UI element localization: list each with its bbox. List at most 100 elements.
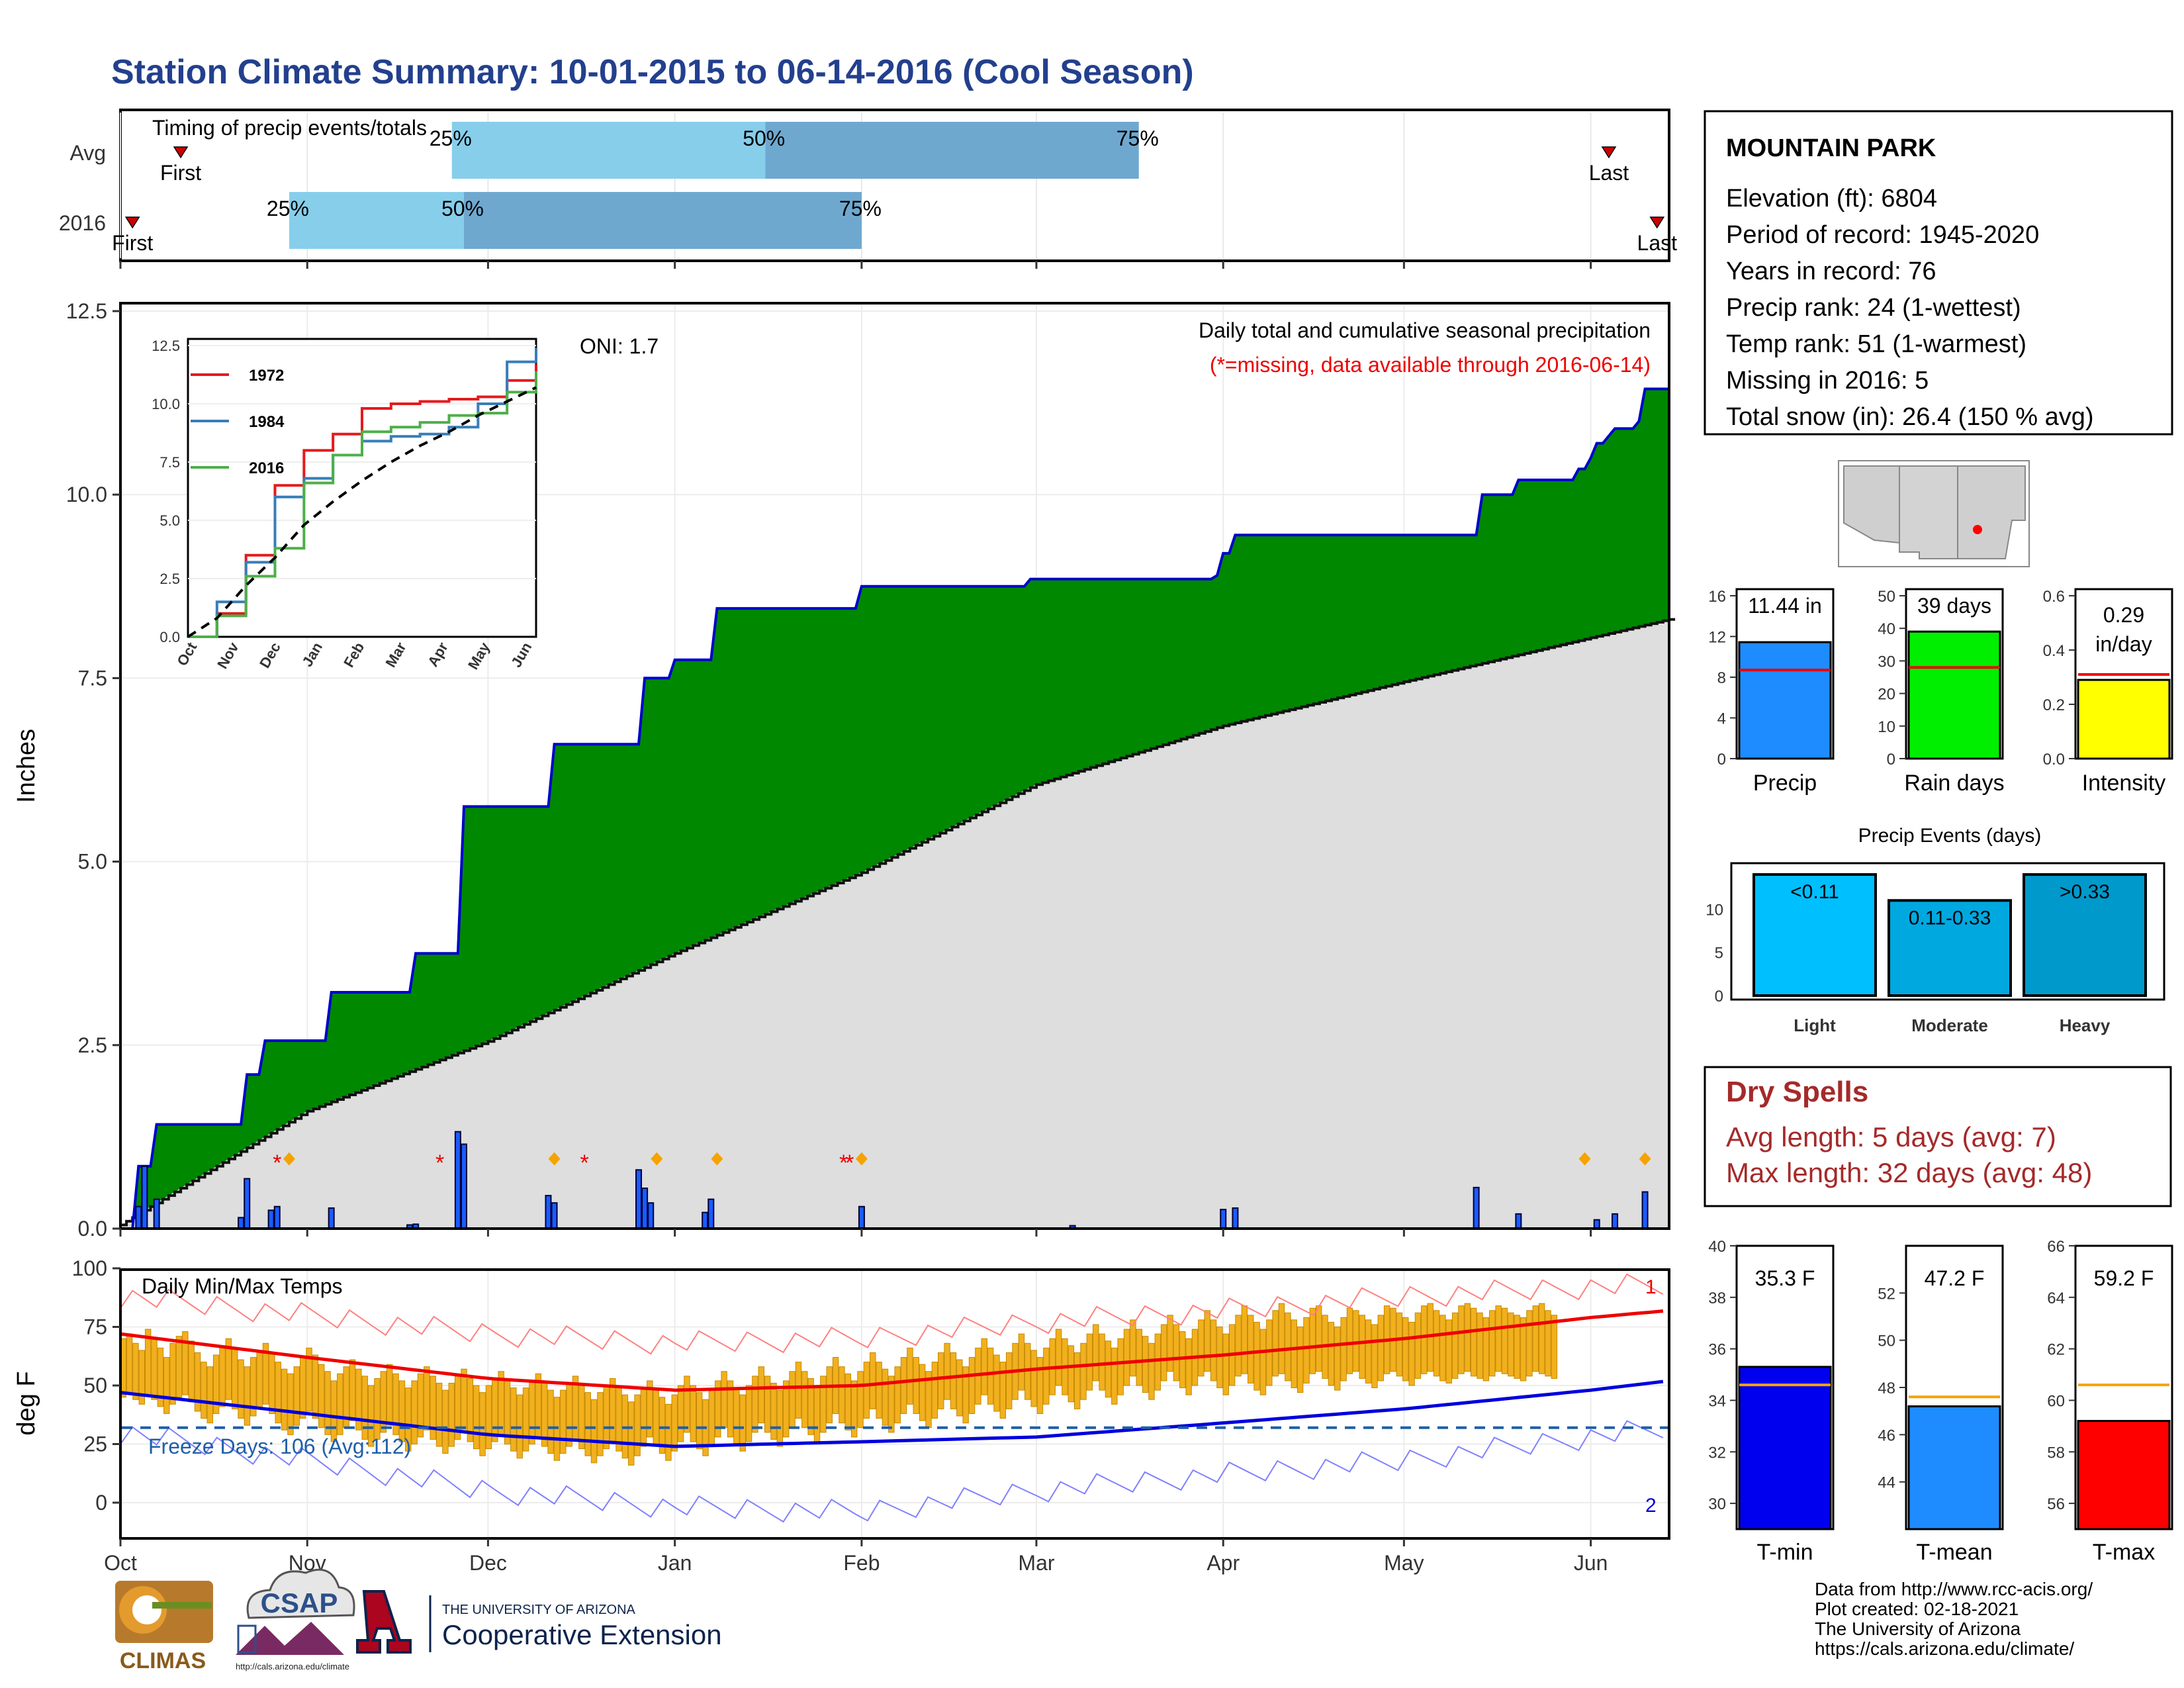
temp-range-bar [857,1371,864,1429]
dry-spells-max: Max length: 32 days (avg: 48) [1726,1157,2092,1188]
timing-label-75: 75% [839,197,882,220]
temp-range-bar [1346,1307,1353,1374]
temp-range-bar [696,1392,703,1450]
temp-range-bar [1086,1333,1093,1391]
daily-precip-bar [702,1211,709,1230]
temp-range-bar [1421,1305,1428,1374]
temp-range-bar [126,1333,133,1393]
last-event-label: Last [1637,231,1678,255]
page-title: Station Climate Summary: 10-01-2015 to 0… [111,53,1194,91]
temp-range-bar [813,1385,821,1442]
temp-range-bar [1241,1305,1248,1374]
summary-ytick-label: 0.0 [2043,751,2065,769]
temp-range-bar [306,1347,312,1412]
timing-label-50: 50% [743,126,785,150]
events-ytick-label: 10 [1706,901,1723,919]
station-location-dot [1973,525,1982,534]
daily-precip-bar [141,1165,148,1229]
daily-precip-bar [460,1143,467,1230]
temp-range-bar [801,1371,808,1429]
temp-range-bar [1130,1319,1136,1377]
temp-range-bar [1408,1321,1415,1386]
timing-label-75: 75% [1116,126,1159,150]
temp-range-bar [1173,1324,1180,1382]
temp-range-bar [938,1352,944,1409]
temp-range-bar [1377,1315,1385,1382]
temp-range-bar [677,1385,684,1442]
inset-ytick-label: 7.5 [159,454,180,471]
temp-range-bar [913,1357,920,1414]
temp-range-bar [1439,1315,1446,1382]
temp-range-bar [188,1340,195,1403]
temp-range-bar [1285,1312,1291,1382]
inset-ytick-label: 12.5 [152,338,180,354]
dry-spells-avg: Avg length: 5 days (avg: 7) [1726,1121,2056,1152]
temp-range-bar [349,1359,356,1421]
temp-range-bar [876,1362,882,1419]
station-box: MOUNTAIN PARK Elevation (ft): 6804 Perio… [1704,110,2173,436]
temp-range-bar [461,1368,467,1433]
temp-range-bar [473,1385,480,1450]
summary-value: 39 days [1917,594,1991,618]
temp-range-bar [1259,1329,1267,1395]
temp-summary-ytick-label: 30 [1708,1495,1726,1513]
timing-label-25: 25% [430,126,472,150]
timing-label-25: 25% [267,197,309,220]
timing-bar-25-50 [451,122,766,179]
temp-range-bar [919,1364,926,1421]
temp-range-bar [1297,1327,1304,1393]
temp-range-bar [1204,1310,1210,1372]
temp-range-bar [745,1385,752,1442]
temp-range-bar [659,1397,666,1454]
temp-range-bar [1148,1342,1155,1400]
oni-label: ONI: 1.7 [580,334,659,358]
temp-range-bar [244,1366,251,1426]
temp-ylabel: deg F [13,1371,40,1435]
snow-marker [548,1152,561,1166]
temp-range-bar [324,1371,331,1435]
temp-ytick-label: 50 [83,1374,107,1397]
record-high-marker: 1 [1645,1276,1657,1298]
summary-bar-1 [1907,630,2001,760]
temp-range-bar [132,1342,139,1400]
temp-range-bar [529,1380,535,1444]
temp-range-bar [1495,1305,1502,1372]
temp-range-bar [690,1385,697,1442]
station-name: MOUNTAIN PARK [1726,134,1936,162]
temp-range-bar [1445,1319,1452,1383]
precip-note: Daily total and cumulative seasonal prec… [1199,318,1651,342]
temp-range-bar [795,1362,802,1419]
temp-range-bar [968,1357,976,1414]
temp-range-bar [1365,1319,1372,1383]
temp-range-bar [1489,1310,1496,1377]
temp-range-bar [1123,1329,1130,1386]
precip-ytick-label: 7.5 [78,666,107,690]
daily-precip-bar [1220,1209,1227,1229]
summary-ytick-label: 0.6 [2043,588,2065,606]
inset-ytick-label: 2.5 [159,571,180,587]
temp-range-bar [1482,1317,1490,1382]
station-total-snow: Total snow (in): 26.4 (150 % avg) [1726,403,2094,431]
precip-ylabel: Inches [13,729,40,803]
temp-ytick-label: 100 [72,1256,107,1280]
temp-range-bar [250,1357,257,1417]
temp-range-bar [281,1368,288,1430]
temp-range-bar [739,1394,746,1452]
temp-range-bar [882,1368,889,1426]
climas-logo: CLIMAS [115,1581,213,1673]
temp-range-bar [993,1354,1000,1412]
precip-ytick-label: 12.5 [66,299,107,323]
footer-plot-created: Plot created: 02-18-2021 [1815,1599,2019,1619]
timing-bar-25-50 [289,192,464,249]
temp-summary-ytick-label: 64 [2047,1289,2065,1307]
ua-line2: Cooperative Extension [442,1619,722,1650]
inset-legend-label: 2016 [249,459,284,477]
summary-bar-0 [1738,641,1832,760]
summary-value: 11.44 in [1748,594,1822,618]
temp-range-bar [1340,1317,1347,1382]
inset-series-average [187,386,537,638]
temp-range-bar [931,1362,938,1419]
temp-range-bar [386,1364,393,1426]
temp-range-bar [238,1359,244,1419]
x-tick-label: Mar [1018,1551,1054,1575]
